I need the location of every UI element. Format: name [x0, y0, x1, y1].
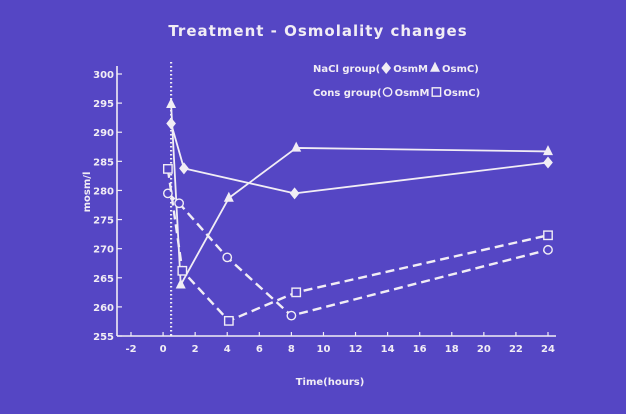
series-nacl-osmm: [166, 117, 553, 200]
legend-entry-label: OsmM: [393, 64, 428, 75]
x-tick-label: 0: [160, 344, 167, 355]
x-tick-label: 24: [541, 344, 555, 355]
data-point-nacl-osmc: [223, 191, 234, 202]
x-tick-label: 8: [288, 344, 295, 355]
data-point-cons-osmc: [291, 287, 302, 298]
chart-title: Treatment - Osmolality changes: [168, 22, 467, 40]
legend: NaCl group( OsmM OsmC) Cons group( OsmM OsmC): [313, 61, 480, 99]
data-point-cons-osmm: [222, 252, 233, 263]
y-tick-label: 255: [93, 332, 114, 343]
legend-entry-label: OsmC): [442, 64, 479, 75]
y-tick-label: 295: [93, 99, 114, 110]
data-point-nacl-osmc: [175, 278, 186, 289]
x-tick-label: 4: [224, 344, 231, 355]
legend-marker: [381, 62, 392, 74]
series-cons-osmc: [162, 164, 553, 326]
x-axis-label: Time(hours): [296, 377, 365, 388]
y-tick-label: 280: [93, 186, 114, 197]
y-tick-label: 260: [93, 303, 114, 314]
y-tick-label: 270: [93, 245, 114, 256]
y-tick-label: 285: [93, 157, 114, 168]
data-point-nacl-osmm: [289, 187, 300, 200]
x-tick-label: 20: [477, 344, 491, 355]
data-point-cons-osmm: [174, 198, 185, 209]
x-tick-label: 16: [413, 344, 427, 355]
axes: -2 0 2 4 6 8 10 12 14 16 18 20 22 2425526026527027528…: [93, 62, 556, 355]
data-point-nacl-osmm: [179, 162, 189, 175]
data-point-nacl-osmc: [291, 141, 302, 152]
series-nacl-osmc: [166, 97, 554, 289]
data-point-cons-osmc: [162, 164, 173, 174]
x-tick-label: 14: [381, 344, 395, 355]
y-tick-label: 290: [93, 128, 114, 139]
x-tick-label: 18: [445, 344, 459, 355]
data-point-cons-osmc: [177, 265, 188, 276]
data-point-cons-osmm: [286, 310, 297, 321]
legend-entry-label: OsmC): [443, 88, 480, 99]
legend-marker: [382, 87, 393, 97]
data-point-cons-osmc: [223, 315, 234, 326]
x-tick-label: 10: [317, 344, 331, 355]
y-tick-label: 265: [93, 274, 114, 285]
x-tick-label: 2: [192, 344, 199, 355]
data-point-nacl-osmm: [166, 117, 176, 130]
legend-entry-label: OsmM: [395, 88, 430, 99]
series-layer: [162, 97, 554, 326]
data-point-nacl-osmc: [542, 145, 554, 156]
x-tick-label: 6: [256, 344, 263, 355]
legend-group-label: NaCl group(: [313, 64, 380, 75]
data-point-cons-osmm: [543, 244, 553, 255]
legend-marker: [430, 61, 441, 72]
series-line-nacl-osmm: [170, 123, 549, 195]
data-point-nacl-osmc: [166, 97, 177, 108]
data-point-nacl-osmm: [543, 156, 553, 169]
y-tick-label: 275: [93, 216, 114, 227]
y-axis-label: mosm/l: [82, 172, 93, 213]
legend-marker: [431, 87, 442, 97]
legend-group-label: Cons group(: [313, 88, 382, 99]
y-tick-label: 300: [93, 70, 114, 81]
x-tick-label: 22: [509, 344, 523, 355]
x-tick-label: 12: [349, 344, 363, 355]
data-point-cons-osmc: [543, 230, 553, 241]
x-tick-label: -2: [125, 344, 136, 355]
